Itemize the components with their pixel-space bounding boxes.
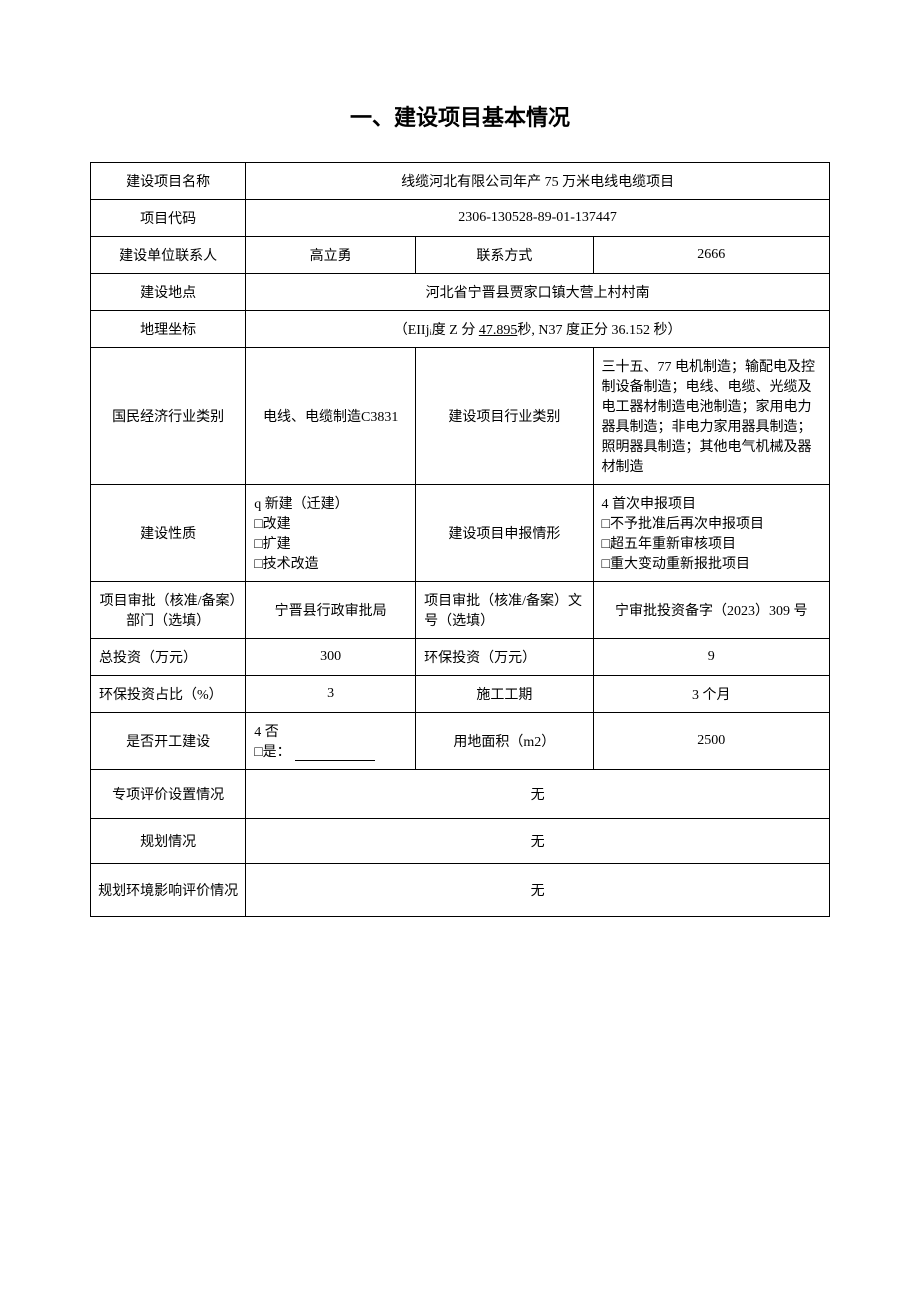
value-industry-national: 电线、电缆制造C3831 — [246, 348, 416, 485]
value-special-eval: 无 — [246, 770, 830, 819]
label-started: 是否开工建设 — [91, 713, 246, 770]
coords-suffix: 秒, N37 度正分 36.152 秒） — [517, 323, 681, 338]
checkbox-option: 4 首次申报项目 — [602, 493, 823, 513]
table-row: 建设性质 q 新建（迁建） □改建 □扩建 □技术改造 建设项目申报情形 4 首… — [91, 485, 830, 582]
label-coords: 地理坐标 — [91, 311, 246, 348]
table-row: 建设项目名称 线缆河北有限公司年产 75 万米电线电缆项目 — [91, 163, 830, 200]
label-nature: 建设性质 — [91, 485, 246, 582]
table-row: 项目代码 2306-130528-89-01-137447 — [91, 200, 830, 237]
table-row: 建设单位联系人 高立勇 联系方式 2666 — [91, 237, 830, 274]
label-approval-dept: 项目审批（核准/备案）部门（选填） — [91, 582, 246, 639]
table-row: 规划情况 无 — [91, 819, 830, 864]
label-project-code: 项目代码 — [91, 200, 246, 237]
table-row: 专项评价设置情况 无 — [91, 770, 830, 819]
table-row: 总投资（万元） 300 环保投资（万元） 9 — [91, 639, 830, 676]
label-approval-no: 项目审批（核准/备案）文号（选填） — [416, 582, 593, 639]
value-approval-dept: 宁晋县行政审批局 — [246, 582, 416, 639]
value-started: 4 否 □是： — [246, 713, 416, 770]
label-env-ratio: 环保投资占比（%） — [91, 676, 246, 713]
checkbox-option: □重大变动重新报批项目 — [602, 553, 823, 573]
value-declare-type: 4 首次申报项目 □不予批准后再次申报项目 □超五年重新审核项目 □重大变动重新… — [593, 485, 829, 582]
coords-underline: 47.895 — [479, 323, 518, 338]
table-row: 项目审批（核准/备案）部门（选填） 宁晋县行政审批局 项目审批（核准/备案）文号… — [91, 582, 830, 639]
value-contact-phone: 2666 — [593, 237, 829, 274]
value-contact-person: 高立勇 — [246, 237, 416, 274]
table-row: 地理坐标 （EIIjᵢ度 Z 分 47.895秒, N37 度正分 36.152… — [91, 311, 830, 348]
label-address: 建设地点 — [91, 274, 246, 311]
value-env-invest: 9 — [593, 639, 829, 676]
label-contact-person: 建设单位联系人 — [91, 237, 246, 274]
label-industry-national: 国民经济行业类别 — [91, 348, 246, 485]
label-industry-project: 建设项目行业类别 — [416, 348, 593, 485]
label-land-area: 用地面积（m2） — [416, 713, 593, 770]
table-row: 环保投资占比（%） 3 施工工期 3 个月 — [91, 676, 830, 713]
value-planning: 无 — [246, 819, 830, 864]
value-approval-no: 宁审批投资备字（2023）309 号 — [593, 582, 829, 639]
label-declare-type: 建设项目申报情形 — [416, 485, 593, 582]
value-duration: 3 个月 — [593, 676, 829, 713]
label-total-invest: 总投资（万元） — [91, 639, 246, 676]
checkbox-option: □是： — [254, 741, 409, 761]
value-env-ratio: 3 — [246, 676, 416, 713]
coords-prefix: （EIIjᵢ度 Z 分 — [394, 323, 479, 338]
checkbox-option: □技术改造 — [254, 553, 409, 573]
label-env-plan: 规划环境影响评价情况 — [91, 864, 246, 917]
value-industry-project: 三十五、77 电机制造；输配电及控制设备制造；电线、电缆、光缆及电工器材制造电池… — [593, 348, 829, 485]
value-coords: （EIIjᵢ度 Z 分 47.895秒, N37 度正分 36.152 秒） — [246, 311, 830, 348]
value-project-code: 2306-130528-89-01-137447 — [246, 200, 830, 237]
checkbox-option: □超五年重新审核项目 — [602, 533, 823, 553]
page-container: 一、建设项目基本情况 建设项目名称 线缆河北有限公司年产 75 万米电线电缆项目… — [0, 0, 920, 917]
table-row: 建设地点 河北省宁晋县贾家口镇大营上村村南 — [91, 274, 830, 311]
table-row: 国民经济行业类别 电线、电缆制造C3831 建设项目行业类别 三十五、77 电机… — [91, 348, 830, 485]
blank-underline — [295, 746, 375, 761]
checkbox-option: q 新建（迁建） — [254, 493, 409, 513]
label-env-invest: 环保投资（万元） — [416, 639, 593, 676]
label-special-eval: 专项评价设置情况 — [91, 770, 246, 819]
checkbox-option: □不予批准后再次申报项目 — [602, 513, 823, 533]
label-planning: 规划情况 — [91, 819, 246, 864]
value-land-area: 2500 — [593, 713, 829, 770]
table-row: 是否开工建设 4 否 □是： 用地面积（m2） 2500 — [91, 713, 830, 770]
value-env-plan: 无 — [246, 864, 830, 917]
opt-yes-prefix: □是： — [254, 745, 290, 760]
checkbox-option: □扩建 — [254, 533, 409, 553]
value-project-name: 线缆河北有限公司年产 75 万米电线电缆项目 — [246, 163, 830, 200]
checkbox-option: □改建 — [254, 513, 409, 533]
value-address: 河北省宁晋县贾家口镇大营上村村南 — [246, 274, 830, 311]
section-title: 一、建设项目基本情况 — [90, 100, 830, 132]
label-contact-phone: 联系方式 — [416, 237, 593, 274]
value-total-invest: 300 — [246, 639, 416, 676]
value-nature: q 新建（迁建） □改建 □扩建 □技术改造 — [246, 485, 416, 582]
checkbox-option: 4 否 — [254, 721, 409, 741]
label-duration: 施工工期 — [416, 676, 593, 713]
project-info-table: 建设项目名称 线缆河北有限公司年产 75 万米电线电缆项目 项目代码 2306-… — [90, 162, 830, 917]
label-project-name: 建设项目名称 — [91, 163, 246, 200]
table-row: 规划环境影响评价情况 无 — [91, 864, 830, 917]
